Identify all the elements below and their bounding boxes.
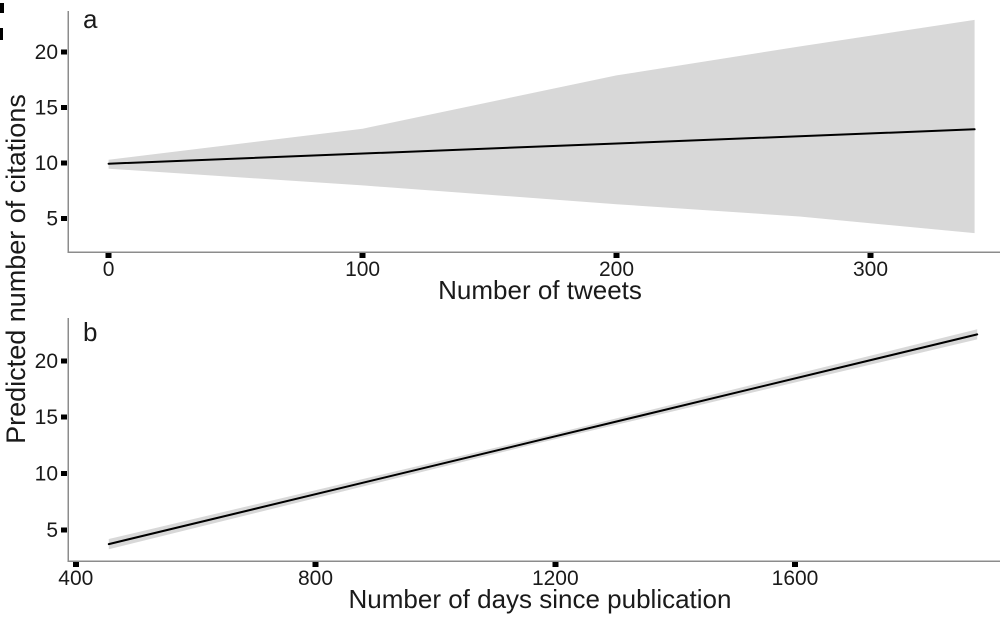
y-tick-mark	[61, 527, 67, 533]
y-tick-mark	[61, 414, 67, 420]
x-tick-label: 300	[853, 258, 888, 281]
y-tick-label: 15	[35, 406, 58, 429]
x-tick-label: 1200	[532, 567, 579, 590]
y-tick-label: 10	[35, 152, 58, 175]
y-tick-label: 20	[35, 350, 58, 373]
x-tick-label: 1600	[772, 567, 819, 590]
panel-b: 400 800 1200 1600 5 10 15 20 Number of days sinc…	[35, 317, 1000, 614]
y-tick-label: 10	[35, 463, 58, 486]
panel-a: 0 100 200 300 5 10 15 20 Number of tweets a	[35, 4, 1000, 305]
y-tick-mark	[61, 160, 67, 166]
x-tick-mark	[792, 562, 798, 567]
x-tick-mark	[312, 562, 319, 567]
panel-label-b: b	[83, 317, 97, 347]
y-tick-label: 15	[35, 97, 58, 120]
panel-label-a: a	[83, 4, 98, 34]
confidence-band	[108, 19, 975, 234]
y-tick-mark	[61, 471, 67, 477]
x-tick-label: 0	[103, 258, 115, 281]
x-tick-label: 400	[58, 567, 93, 590]
x-axis-title: Number of tweets	[438, 275, 642, 305]
x-tick-mark	[552, 562, 559, 567]
x-tick-label: 100	[345, 258, 380, 281]
x-tick-mark	[359, 253, 366, 258]
y-tick-label: 20	[35, 41, 58, 64]
crop-artifact	[0, 3, 4, 13]
y-tick-mark	[61, 216, 67, 222]
x-tick-mark	[867, 253, 874, 258]
x-tick-label: 200	[599, 258, 634, 281]
x-axis-title: Number of days since publication	[349, 584, 732, 614]
crop-artifact	[0, 28, 3, 40]
x-tick-mark	[613, 253, 620, 258]
y-tick-mark	[61, 49, 67, 55]
y-tick-label: 5	[46, 208, 58, 231]
y-tick-mark	[61, 358, 67, 364]
fit-line	[107, 128, 976, 165]
fit-line	[107, 333, 979, 546]
y-tick-label: 5	[46, 519, 58, 542]
x-tick-mark	[72, 562, 79, 567]
y-tick-mark	[61, 105, 67, 111]
x-tick-label: 800	[298, 567, 333, 590]
x-tick-mark	[105, 253, 112, 258]
y-axis-label: Predicted number of citations	[1, 94, 31, 444]
